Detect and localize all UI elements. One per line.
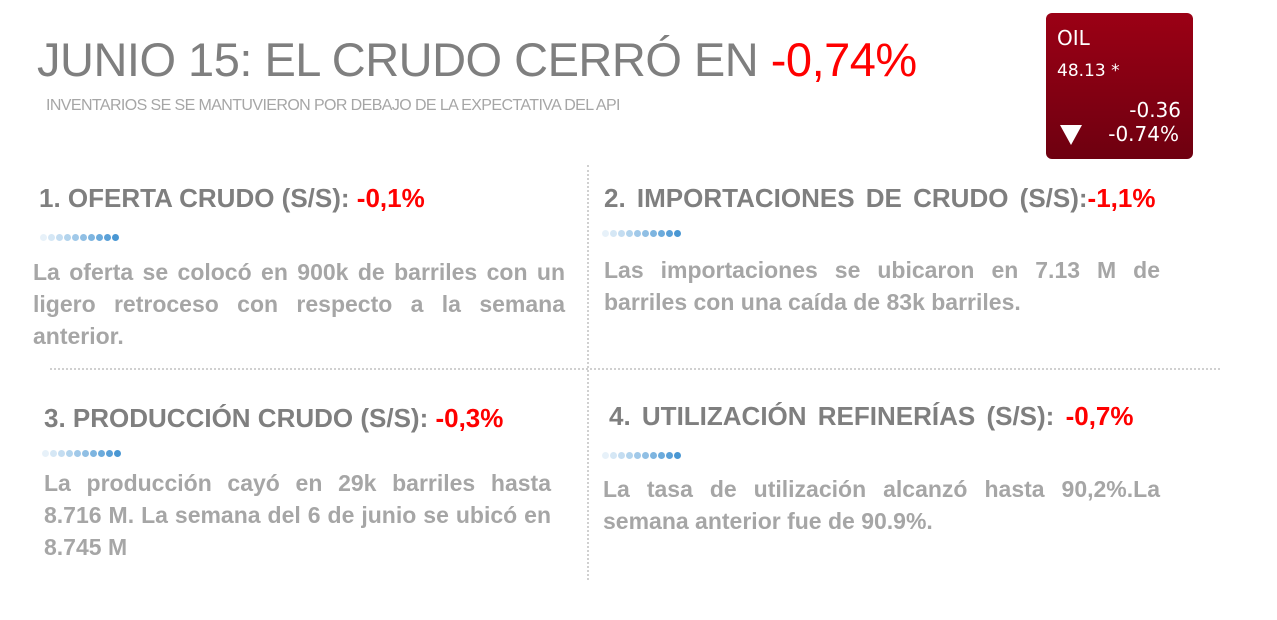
dot (666, 452, 673, 459)
dots-divider (42, 450, 121, 457)
section-4-heading: 4. UTILIZACIÓN REFINERÍAS (S/S): -0,7% (609, 401, 1134, 432)
dot (674, 230, 681, 237)
dots-divider (40, 234, 119, 241)
dot (642, 230, 649, 237)
dot (618, 452, 625, 459)
dot (626, 452, 633, 459)
down-triangle-icon (1060, 125, 1082, 145)
dot (64, 234, 71, 241)
heading-text: 2. IMPORTACIONES DE CRUDO (S/S): (604, 183, 1088, 213)
dot (106, 450, 113, 457)
section-3-heading: 3. PRODUCCIÓN CRUDO (S/S): -0,3% (44, 403, 503, 434)
section-1-text: La oferta se colocó en 900k de barriles … (33, 259, 565, 349)
section-4-text: La tasa de utilización alcanzó hasta 90,… (603, 476, 1160, 534)
dot (112, 234, 119, 241)
dot (642, 452, 649, 459)
dot (74, 450, 81, 457)
dot (610, 452, 617, 459)
dot (658, 452, 665, 459)
dot (82, 450, 89, 457)
dot (58, 450, 65, 457)
dot (40, 234, 47, 241)
dot (98, 450, 105, 457)
dot (88, 234, 95, 241)
heading-value: -1,1% (1087, 183, 1156, 213)
dot (650, 452, 657, 459)
dot (634, 230, 641, 237)
dot (666, 230, 673, 237)
dot (674, 452, 681, 459)
dot (90, 450, 97, 457)
dot (114, 450, 121, 457)
dots-divider (602, 452, 681, 459)
dot (80, 234, 87, 241)
dot (634, 452, 641, 459)
dot (104, 234, 111, 241)
dot (610, 230, 617, 237)
dot (602, 452, 609, 459)
title-value: -0,74% (770, 33, 917, 86)
horizontal-divider (50, 368, 1220, 370)
dot (650, 230, 657, 237)
ticker-change: -0.36 (1129, 98, 1181, 122)
vertical-divider (587, 165, 589, 580)
dot (48, 234, 55, 241)
dot (626, 230, 633, 237)
heading-text: 3. PRODUCCIÓN CRUDO (S/S): (44, 403, 436, 433)
section-2-heading: 2. IMPORTACIONES DE CRUDO (S/S):-1,1% (604, 183, 1155, 214)
dot (42, 450, 49, 457)
ticker-change-pct: -0.74% (1108, 122, 1179, 146)
ticker-price: 48.13 * (1057, 61, 1120, 81)
heading-value: -0,1% (356, 183, 425, 213)
heading-text: 4. UTILIZACIÓN REFINERÍAS (S/S): (609, 401, 1066, 431)
heading-text: 1. OFERTA CRUDO (S/S): (39, 183, 357, 213)
section-1-heading: 1. OFERTA CRUDO (S/S): -0,1% (39, 183, 425, 214)
dot (72, 234, 79, 241)
dot (66, 450, 73, 457)
page-title: JUNIO 15: EL CRUDO CERRÓ EN -0,74% (37, 32, 917, 87)
heading-value: -0,7% (1065, 401, 1134, 431)
page-subtitle: INVENTARIOS SE SE MANTUVIERON POR DEBAJO… (46, 97, 620, 114)
dot (618, 230, 625, 237)
dot (96, 234, 103, 241)
dot (602, 230, 609, 237)
title-text: JUNIO 15: EL CRUDO CERRÓ EN (37, 33, 771, 86)
section-3-text: La producción cayó en 29k barriles hasta… (44, 470, 551, 560)
dots-divider (602, 230, 681, 237)
ticker-symbol: OIL (1057, 26, 1090, 50)
oil-ticker-card: OIL 48.13 * -0.36 -0.74% (1046, 13, 1193, 159)
heading-value: -0,3% (435, 403, 504, 433)
section-2-text: Las importaciones se ubicaron en 7.13 M … (604, 257, 1160, 315)
dot (50, 450, 57, 457)
dot (56, 234, 63, 241)
dot (658, 230, 665, 237)
